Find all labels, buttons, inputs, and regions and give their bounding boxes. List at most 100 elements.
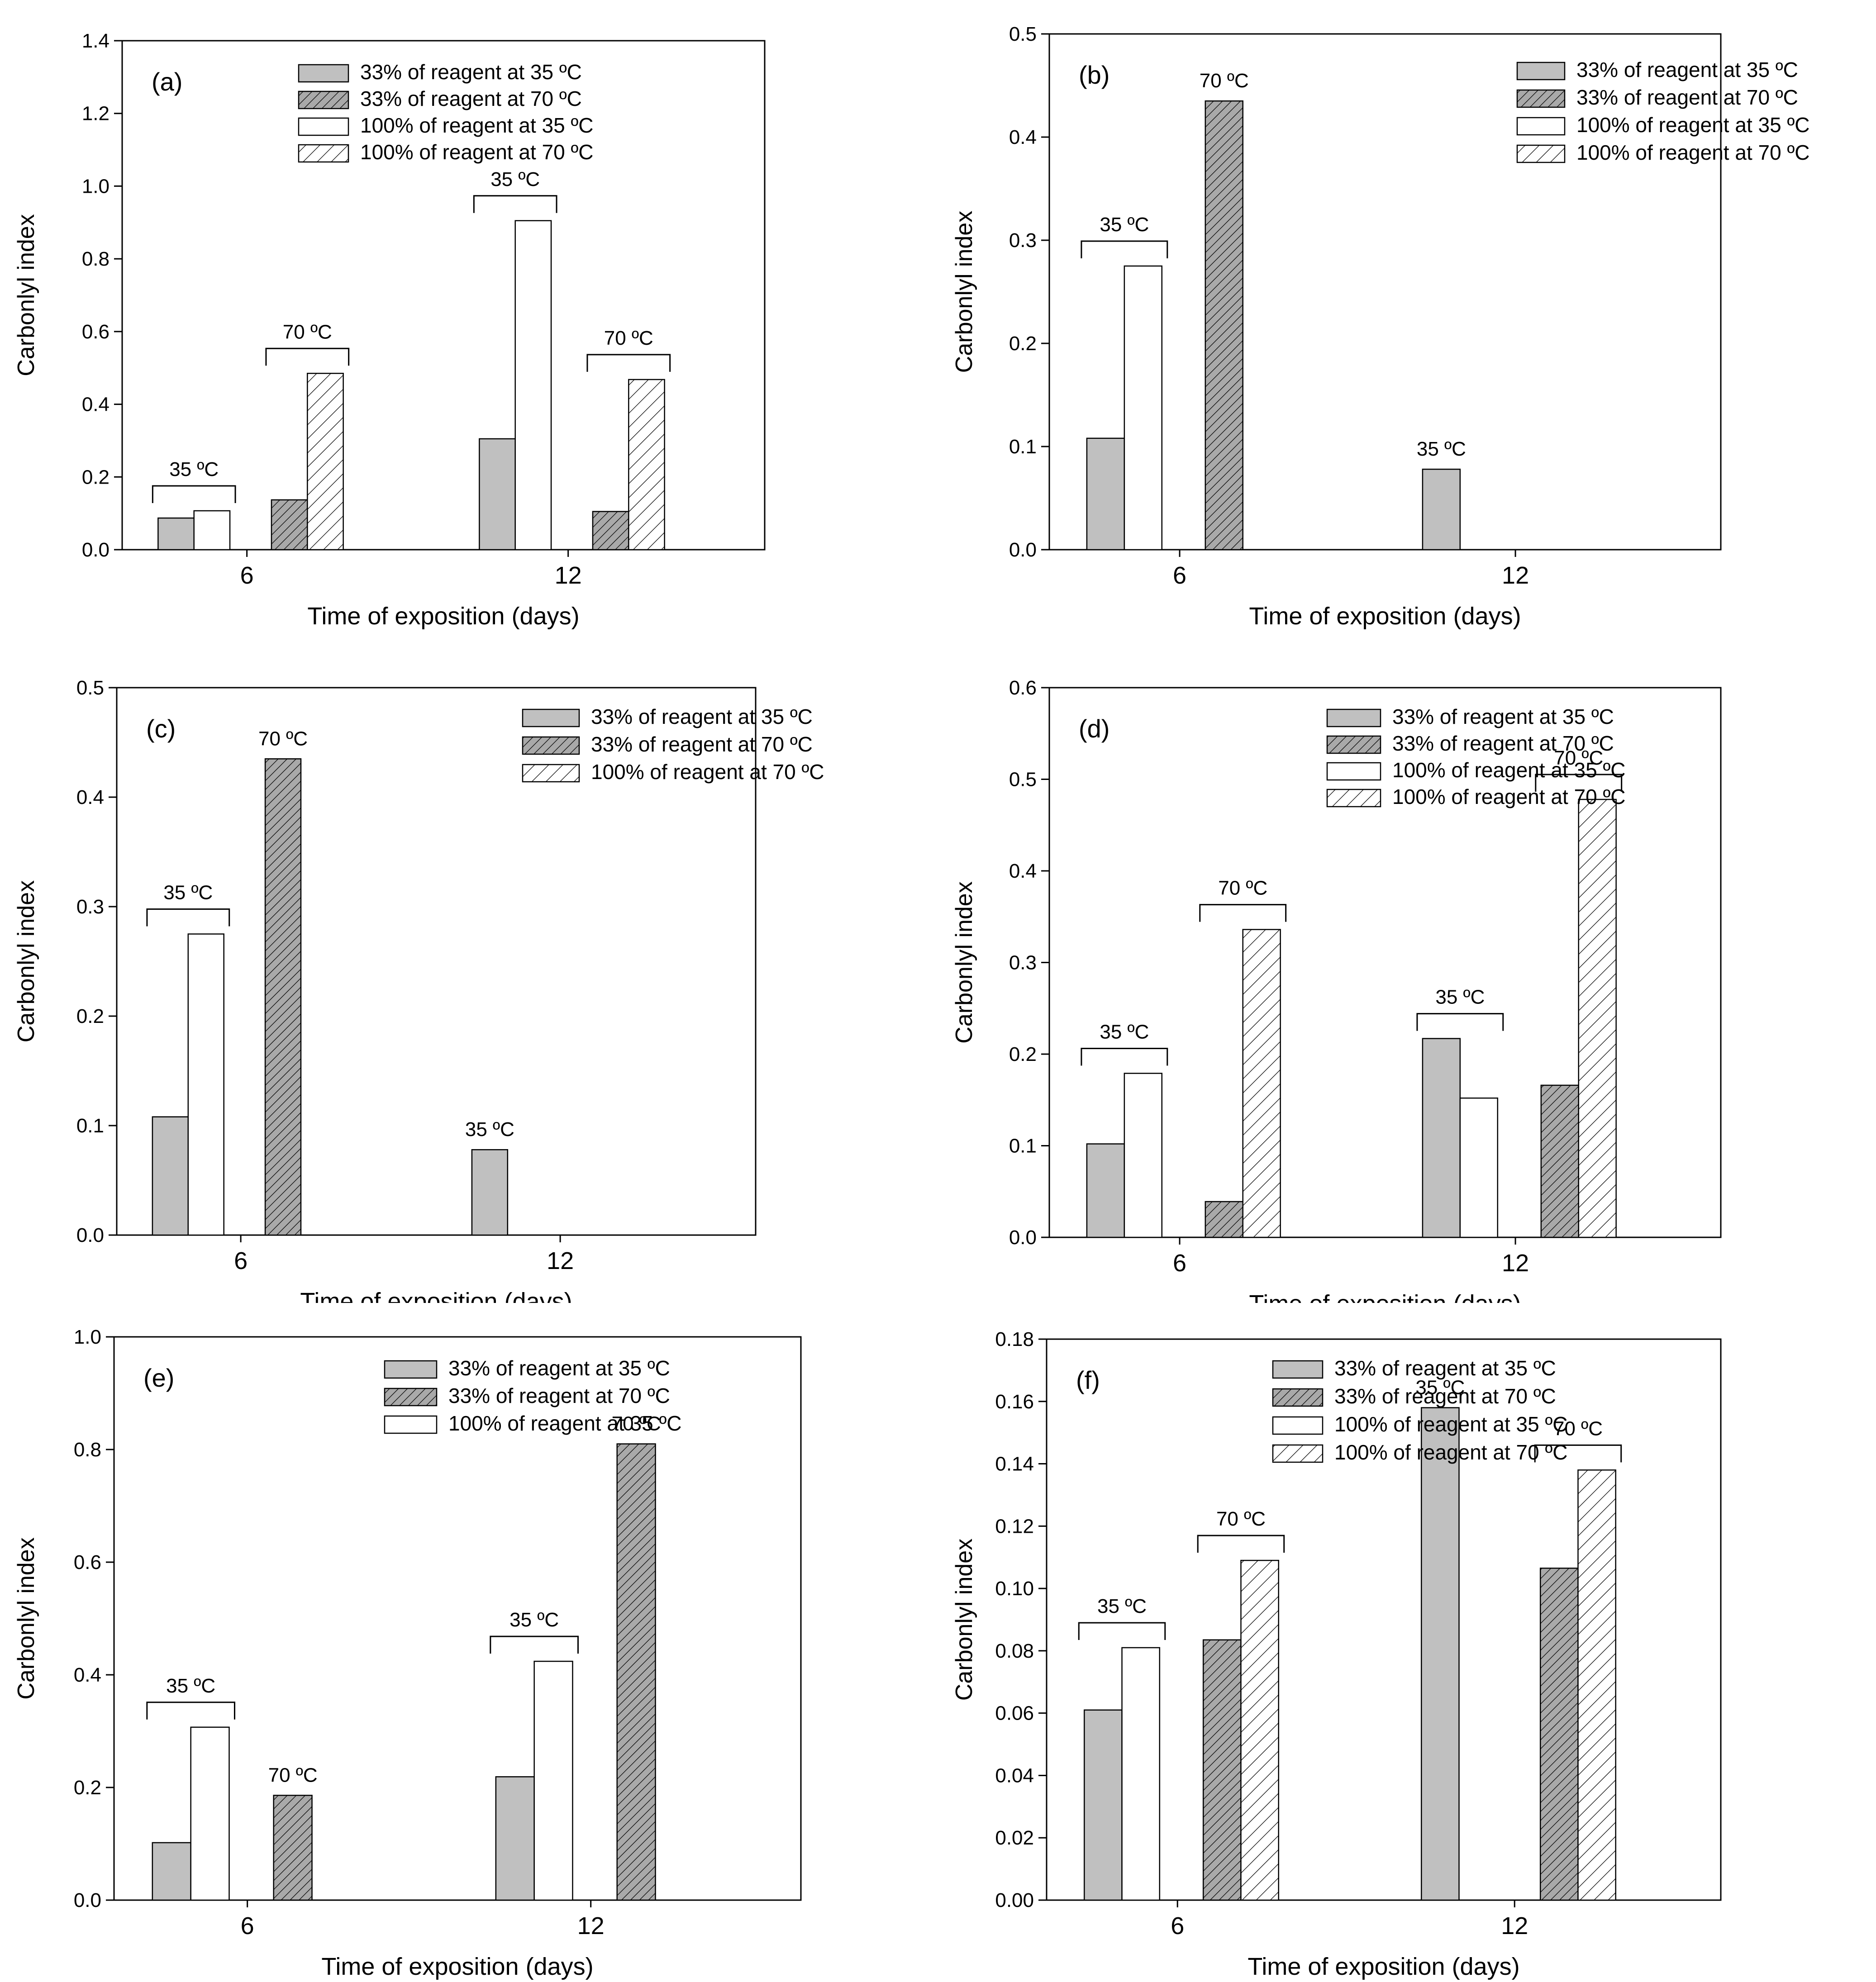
y-tick-label: 0.2 [82, 466, 110, 488]
bar-solid-day-12 [471, 1149, 509, 1236]
x-tick-label: 6 [241, 1912, 254, 1939]
bar-open-day-6 [1124, 1073, 1163, 1238]
legend-entry-33-of-reagent-at-35-c: 33% of reagent at 35 ºC [1392, 705, 1614, 728]
y-tick-label: 1.0 [82, 175, 110, 197]
x-tick-label: 6 [1173, 1250, 1186, 1277]
temperature-annotation: 70 ºC [283, 321, 332, 343]
bar-solid-day-6 [152, 1842, 191, 1901]
y-tick-label: 0.1 [76, 1115, 104, 1137]
plot-frame [1048, 33, 1722, 551]
temperature-annotation: 70 ºC [1200, 70, 1249, 92]
y-tick-label: 0.02 [995, 1827, 1034, 1849]
legend-entry-33-of-reagent-at-70-c: 33% of reagent at 70 ºC [1576, 86, 1798, 109]
temperature-annotation: 70 ºC [1554, 747, 1603, 769]
temperature-bracket [473, 195, 557, 213]
y-tick-label: 0.0 [1009, 539, 1037, 561]
bar-solid-day-6 [1086, 1143, 1125, 1238]
y-tick-label: 0.6 [74, 1551, 101, 1573]
legend: 33% of reagent at 35 ºC 33% of reagent at… [1326, 705, 1625, 808]
temperature-bracket [1199, 904, 1287, 922]
chart-panel-d: 0.0 0.1 0.2 0.3 0.4 0.5 0.6 Carbonlyl index 6 12 T… [938, 651, 1876, 1303]
y-tick-label: 1.2 [82, 103, 110, 125]
legend-swatch-open [384, 1415, 438, 1434]
legend-entry-33-of-reagent-at-35-c: 33% of reagent at 35 ºC [591, 705, 813, 728]
legend-swatch-hatch-sparse [1326, 789, 1381, 808]
temperature-bracket [1416, 1013, 1504, 1031]
bar-open-day-12 [514, 220, 552, 551]
y-tick-label: 0.06 [995, 1702, 1034, 1725]
x-tick-label: 6 [1173, 562, 1186, 589]
plot-frame [116, 687, 757, 1236]
y-tick-label: 0.4 [1009, 860, 1037, 882]
panel-label: (c) [146, 714, 176, 743]
legend-swatch-hatch-dense [1516, 89, 1566, 108]
bar-solid-day-12 [1421, 1407, 1460, 1901]
temperature-bracket [265, 347, 350, 366]
legend-entry-33-of-reagent-at-35-c: 33% of reagent at 35 ºC [448, 1356, 670, 1380]
legend-entry-33-of-reagent-at-70-c: 33% of reagent at 70 ºC [591, 732, 813, 756]
legend-entry-100-of-reagent-at-35-c: 100% of reagent at 35 ºC [1334, 1412, 1567, 1436]
temperature-bracket [146, 1702, 235, 1720]
chart-svg-d: 0.0 0.1 0.2 0.3 0.4 0.5 0.6 Carbonlyl index 6 12 T… [951, 677, 1722, 1303]
legend-swatch-solid [522, 708, 580, 727]
legend-swatch-hatch-dense [1272, 1388, 1324, 1407]
bar-open-day-6 [193, 510, 231, 551]
temperature-bracket [1535, 774, 1623, 792]
chart-svg-e: 0.0 0.2 0.4 0.6 0.8 1.0 Carbonlyl index 6 12 Time… [13, 1326, 802, 1980]
legend-swatch-open [1272, 1416, 1324, 1435]
bar-hatch-sparse-day-12 [628, 379, 665, 551]
legend-swatch-hatch-sparse [1516, 144, 1566, 163]
panel-label: (e) [143, 1364, 174, 1392]
y-tick-label: 0.0 [74, 1889, 101, 1911]
chart-panel-b: 0.0 0.1 0.2 0.3 0.4 0.5 Carbonlyl index 6 12 Time… [938, 0, 1876, 651]
bar-hatch-dense-day-6 [264, 758, 302, 1236]
bar-hatch-sparse-day-6 [1240, 1559, 1279, 1901]
panel-label: (b) [1079, 61, 1109, 89]
bar-open-day-12 [1459, 1097, 1499, 1238]
temperature-bracket [152, 485, 236, 504]
y-tick-label: 1.0 [74, 1326, 101, 1348]
legend-entry-100-of-reagent-at-70-c: 100% of reagent at 70 ºC [360, 140, 593, 164]
y-tick-label: 0.14 [995, 1453, 1034, 1475]
y-tick-label: 0.1 [1009, 436, 1037, 458]
y-tick-label: 0.6 [1009, 677, 1037, 699]
temperature-annotation: 70 ºC [612, 1413, 661, 1435]
y-axis-label: Carbonlyl index [13, 1537, 39, 1699]
chart-panel-f: 0.00 0.02 0.04 0.06 0.08 0.10 0.12 0.14 0.16 0.18… [938, 1303, 1876, 1982]
y-tick-label: 0.08 [995, 1640, 1034, 1662]
legend-entry-100-of-reagent-at-35-c: 100% of reagent at 35 ºC [360, 114, 593, 137]
legend-swatch-solid [298, 64, 349, 83]
y-tick-label: 0.5 [76, 677, 104, 699]
chart-svg-a: 0.0 0.2 0.4 0.6 0.8 1.0 1.2 1.4 Carbonlyl index 6… [13, 30, 766, 630]
y-tick-label: 0.10 [995, 1578, 1034, 1600]
temperature-annotation: 70 ºC [1553, 1417, 1603, 1440]
legend: 33% of reagent at 35 ºC 33% of reagent at… [1516, 58, 1809, 164]
temperature-bracket [146, 908, 230, 927]
bar-open-day-6 [190, 1726, 230, 1901]
y-tick-label: 0.12 [995, 1515, 1034, 1537]
legend: 33% of reagent at 35 ºC 33% of reagent at… [298, 60, 593, 164]
temperature-annotation: 35 ºC [163, 882, 213, 904]
panel-label: (d) [1079, 714, 1109, 743]
legend-swatch-solid [1516, 62, 1566, 81]
bar-hatch-dense-day-12 [616, 1443, 656, 1901]
x-tick-label: 6 [240, 562, 254, 589]
y-tick-label: 0.0 [82, 539, 110, 561]
legend-swatch-open [298, 117, 349, 136]
temperature-annotation: 35 ºC [1097, 1595, 1147, 1617]
y-tick-label: 0.8 [82, 248, 110, 270]
y-tick-label: 0.5 [1009, 23, 1037, 45]
x-axis-label: Time of exposition (days) [1247, 1953, 1519, 1980]
bar-hatch-dense-day-12 [1540, 1084, 1579, 1238]
y-axis-label: Carbonlyl index [13, 214, 39, 376]
bar-hatch-dense-day-6 [1202, 1639, 1242, 1901]
y-tick-label: 0.0 [1009, 1226, 1037, 1249]
y-axis-label: Carbonlyl index [13, 880, 39, 1042]
bar-hatch-sparse-day-12 [1578, 799, 1617, 1238]
bar-hatch-dense-day-12 [1539, 1568, 1579, 1901]
y-tick-label: 0.6 [82, 321, 110, 343]
legend-swatch-hatch-sparse [298, 144, 349, 163]
y-tick-label: 0.4 [82, 394, 110, 416]
legend-entry-33-of-reagent-at-35-c: 33% of reagent at 35 ºC [360, 60, 582, 84]
